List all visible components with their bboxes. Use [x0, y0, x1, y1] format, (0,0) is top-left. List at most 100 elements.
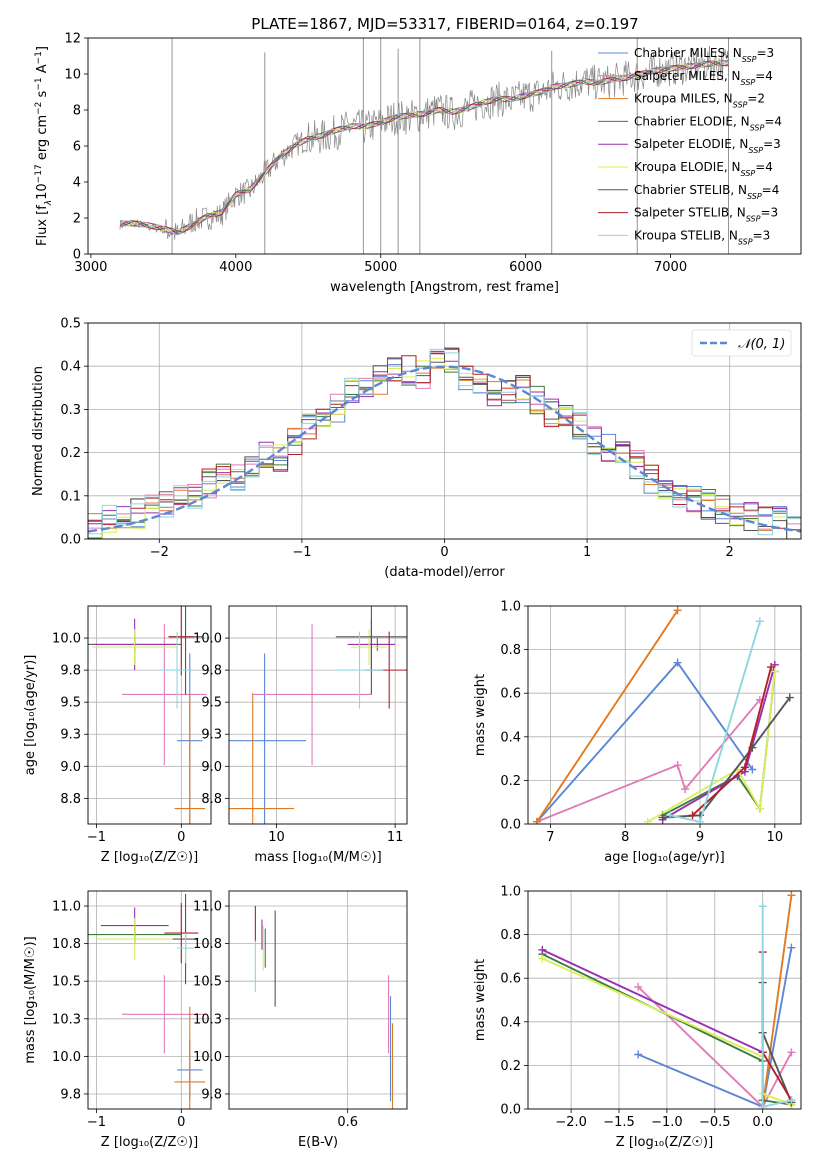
y-tick-label: 10: [64, 68, 81, 83]
y-tick-label: 9.0: [60, 760, 81, 775]
axes-frame: [87, 322, 802, 540]
y-tick-label: 9.5: [60, 696, 81, 711]
x-tick-label: −1: [87, 1115, 106, 1130]
weight-marker-6: [658, 813, 667, 822]
y-tick-label: 6: [73, 140, 81, 155]
y-tick-label: 0.6: [500, 687, 521, 702]
x-axis-label: Z [log₁₀(Z/Z☉)]: [616, 1135, 713, 1150]
y-tick-label: 10.0: [193, 1050, 222, 1065]
x-tick-label: −1: [87, 830, 106, 845]
x-tick-label: 0.6: [337, 1115, 358, 1130]
axes-frame: [87, 37, 802, 255]
weight-marker-7: [767, 663, 776, 672]
x-tick-label: 8: [621, 830, 629, 845]
x-axis-label: Z [log₁₀(Z/Z☉)]: [101, 850, 198, 865]
plot-area: [88, 606, 207, 824]
y-tick-label: 0.1: [60, 489, 81, 504]
axes-frame: [527, 890, 802, 1110]
x-tick-label: 9: [696, 830, 704, 845]
y-tick-label: 0.5: [60, 317, 81, 332]
y-tick-label: 8.8: [60, 792, 81, 807]
y-tick-label: 9.8: [60, 664, 81, 679]
axes-frame: [228, 890, 408, 1110]
x-tick-label: 11: [387, 830, 404, 845]
spectrum-model-line-3: [119, 60, 729, 235]
mass-weight-vs-Z-panel: −2.0 −1.5 −1.0 −0.5 0.0 0.0 0.2 0.4 0.6 0.8 1.0 Z […: [473, 885, 802, 1150]
y-tick-label: 10.3: [193, 1012, 222, 1027]
weight-marker-5: [538, 954, 547, 963]
y-axis-label: Flux [fλ10−17 erg cm−2 s−1 A−1]: [34, 46, 54, 246]
weight-line-0: [536, 661, 754, 823]
y-tick-label: 0.2: [500, 774, 521, 789]
legend-label: 𝒩(0, 1): [738, 337, 785, 352]
weight-marker-2: [673, 606, 682, 615]
y-tick-label: 12: [64, 32, 81, 47]
legend-label: Chabrier STELIB, NSSP=4: [634, 183, 779, 201]
weight-marker-8: [758, 1102, 767, 1109]
residual-hist-panel: −2 −1 0 1 2 0.0 0.1 0.2 0.3 0.4 0.5 (data-model)/er…: [31, 317, 802, 580]
weight-marker-0: [748, 765, 757, 774]
y-tick-label: 0.0: [500, 1103, 521, 1118]
spectrum-panel: 3000 4000 5000 6000 7000 0 2 4 6 8 10 12 wavelength …: [34, 32, 802, 295]
y-tick-label: 0.2: [500, 1059, 521, 1074]
age-vs-mass-panel: 10 11 8.8 9.0 9.3 9.5 9.8 10.0 mass [log₁₀(M/M☉)…: [193, 605, 408, 865]
x-axis-label: Z [log₁₀(Z/Z☉)]: [101, 1135, 198, 1150]
legend-label: Salpeter MILES, NSSP=4: [634, 69, 773, 87]
y-axis-label: Normed distribution: [31, 366, 46, 496]
weight-line-1: [536, 699, 761, 823]
y-axis-label: mass weight: [473, 959, 488, 1041]
y-axis-label: mass [log₁₀(M/M☉)]: [23, 936, 38, 1063]
weight-marker-0: [634, 1050, 643, 1059]
spectrum-model-line-7: [119, 61, 729, 235]
y-tick-label: 8.8: [201, 792, 222, 807]
legend-label: Kroupa STELIB, NSSP=3: [634, 228, 770, 246]
y-tick-label: 1.0: [500, 600, 521, 615]
y-tick-label: 9.8: [201, 664, 222, 679]
y-tick-label: 0.0: [500, 818, 521, 833]
legend-label: Chabrier ELODIE, NSSP=4: [634, 114, 782, 131]
y-tick-label: 10.0: [52, 632, 81, 647]
plot-area: [88, 894, 207, 1109]
y-tick-label: 0.4: [500, 730, 521, 745]
y-tick-label: 11.0: [193, 900, 222, 915]
y-tick-label: 0.0: [60, 533, 81, 548]
x-tick-label: 1: [583, 545, 591, 560]
weight-line-5: [647, 671, 776, 823]
weight-line-2: [536, 609, 679, 823]
y-tick-label: 0.3: [60, 403, 81, 418]
x-axis-label: E(B-V): [298, 1135, 338, 1150]
x-tick-label: 0: [177, 830, 185, 845]
histogram-step-6: [88, 347, 801, 539]
x-tick-label: 10: [268, 830, 285, 845]
x-tick-label: 5000: [364, 260, 397, 275]
weight-marker-7: [740, 763, 749, 772]
spectrum-model-line-6: [119, 60, 729, 232]
weight-marker-8: [696, 817, 705, 824]
y-tick-label: 0.4: [60, 360, 81, 375]
plot-area: [254, 906, 394, 1109]
weight-marker-1: [787, 1048, 796, 1057]
legend-label: Kroupa MILES, NSSP=2: [634, 92, 765, 110]
y-tick-label: 8: [73, 104, 81, 119]
y-tick-label: 4: [73, 176, 81, 191]
y-tick-label: 9.3: [201, 728, 222, 743]
x-tick-label: 2: [726, 545, 734, 560]
y-tick-label: 0.4: [500, 1015, 521, 1030]
legend-box: [691, 329, 792, 357]
y-tick-label: 10.0: [52, 1050, 81, 1065]
axes-frame: [527, 605, 802, 825]
axes-frame: [228, 605, 408, 825]
weight-marker-1: [681, 785, 690, 794]
weight-marker-0: [673, 658, 682, 667]
y-tick-label: 0.2: [60, 446, 81, 461]
y-axis-label: age [log₁₀(age/yr)]: [23, 655, 38, 776]
weight-marker-5: [755, 804, 764, 813]
weight-marker-7: [688, 811, 697, 820]
y-tick-label: 9.8: [60, 1087, 81, 1102]
weight-marker-8: [755, 617, 764, 626]
weight-marker-1: [673, 761, 682, 770]
legend-label: Salpeter STELIB, NSSP=3: [634, 206, 778, 224]
spectrum-legend: Chabrier MILES, NSSP=3 Salpeter MILES, NS…: [598, 46, 782, 246]
weight-marker-0: [787, 943, 796, 952]
age-vs-Z-panel: −1 0 8.8 9.0 9.3 9.5 9.8 10.0 Z [log₁₀(Z/Z☉)] age…: [23, 605, 212, 865]
